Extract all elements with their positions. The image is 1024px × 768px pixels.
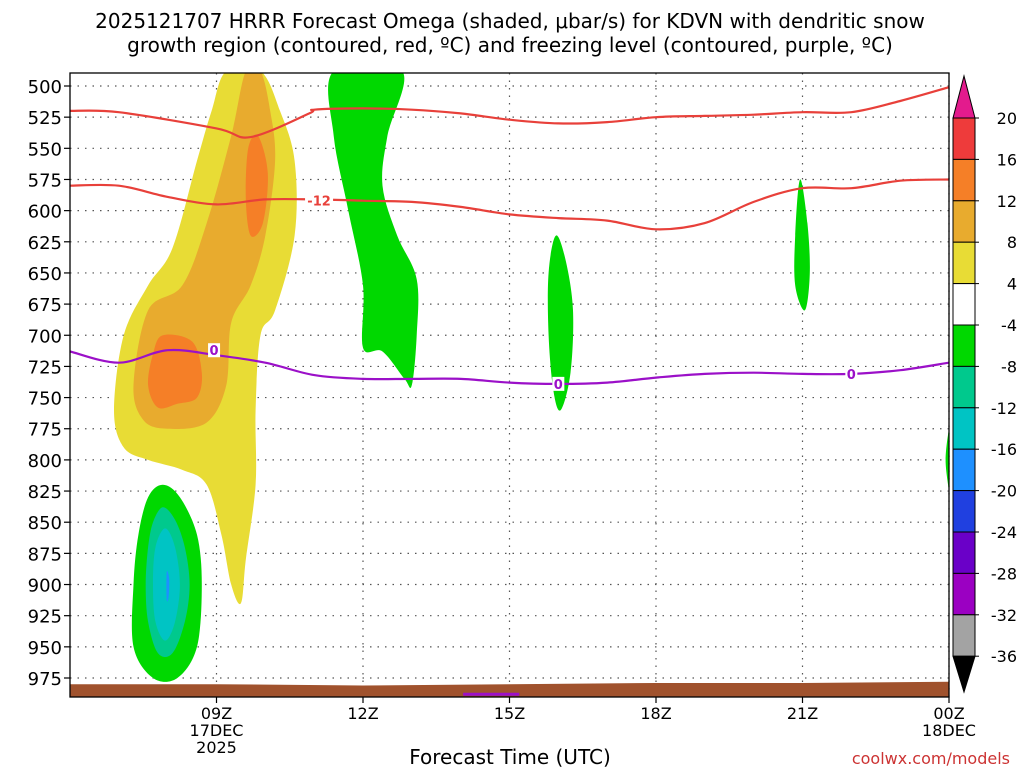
colorbar-label: 20 (997, 109, 1017, 128)
x-tick-label: 2025 (196, 738, 237, 757)
contour-label: -12 (307, 195, 331, 210)
y-tick-label: 575 (28, 170, 62, 191)
colorbar-segment (952, 283, 976, 326)
y-tick-label: 750 (28, 389, 62, 410)
y-axis-ticks: 500 525 550 575 600 625 650 675 700 725 750 775 800 8… (28, 77, 70, 690)
terrain (70, 681, 949, 697)
colorbar-segment (952, 531, 976, 574)
colorbar-segment (952, 572, 976, 616)
contour-label: 0 (847, 368, 856, 383)
y-tick-label: 775 (28, 420, 62, 441)
x-tick-label: 15Z (494, 704, 525, 723)
omega-region-ascent-orange-low-12-16 (147, 334, 203, 409)
colorbar-segment (952, 158, 976, 202)
colorbar-label: 4 (1007, 275, 1017, 294)
y-tick-label: 800 (28, 451, 62, 472)
colorbar-label: 8 (1007, 233, 1017, 252)
contour-label: 0 (210, 344, 219, 359)
colorbar-label: 12 (997, 192, 1017, 211)
terrain-surface (70, 681, 949, 697)
omega-region-ascent-orange-12-16 (245, 134, 268, 237)
colorbar-label: -36 (991, 647, 1017, 666)
colorbar-label: -4 (1001, 316, 1017, 335)
contour-label: 0 (554, 378, 563, 393)
y-tick-label: 550 (28, 139, 62, 160)
colorbar-segment (952, 614, 976, 657)
y-tick-label: 875 (28, 544, 62, 565)
contour-label-bg (208, 343, 221, 358)
colorbar-label: 16 (997, 150, 1017, 169)
contour-label-bg (305, 193, 334, 208)
y-tick-label: 525 (28, 108, 62, 129)
chart-title-line2: growth region (contoured, red, ºC) and f… (127, 33, 893, 57)
chart-title-line1: 2025121707 HRRR Forecast Omega (shaded, … (95, 9, 925, 33)
colorbar-segment (952, 407, 976, 450)
x-tick-label: 18Z (640, 704, 671, 723)
x-tick-label: 00Z (933, 704, 964, 723)
colorbar-segment (952, 241, 976, 285)
omega-region-descent-green-21z (794, 179, 810, 311)
colorbar-label: -32 (991, 606, 1017, 625)
y-tick-label: 825 (28, 482, 62, 503)
y-tick-label: 625 (28, 233, 62, 254)
x-tick-label: 17DEC (190, 721, 244, 740)
y-tick-label: 650 (28, 264, 62, 285)
colorbar: 20 16 12 8 4 -4 -8 -12 -16 -20 -24 -28 -32 -36 (952, 74, 1017, 694)
colorbar-segment (952, 117, 976, 160)
contour-labels: -12 0 0 0 (208, 193, 858, 393)
colorbar-segment (952, 448, 976, 492)
colorbar-bottom-arrow (952, 655, 976, 694)
colorbar-segment (952, 200, 976, 243)
x-tick-label: 09Z (201, 704, 232, 723)
colorbar-label: -28 (991, 564, 1017, 583)
y-tick-label: 900 (28, 576, 62, 597)
y-tick-label: 700 (28, 326, 62, 347)
y-tick-label: 675 (28, 295, 62, 316)
colorbar-label: -8 (1001, 357, 1017, 376)
colorbar-label: -12 (991, 399, 1017, 418)
colorbar-segment (952, 365, 976, 409)
x-tick-label: 18DEC (922, 721, 976, 740)
contour-label-bg (845, 366, 858, 381)
credit-text: coolwx.com/models (852, 749, 1010, 768)
y-tick-label: 975 (28, 669, 62, 690)
omega-region-descent-green-right-edge (945, 428, 949, 492)
y-tick-label: 850 (28, 513, 62, 534)
x-tick-label: 21Z (787, 704, 818, 723)
series-dgz-top-contour (70, 86, 949, 139)
y-tick-label: 950 (28, 638, 62, 659)
omega-shaded-regions (114, 73, 949, 682)
colorbar-label: -24 (991, 523, 1017, 542)
colorbar-label: -20 (991, 482, 1017, 501)
x-axis-label: Forecast Time (UTC) (409, 745, 611, 768)
colorbar-segment (952, 490, 976, 533)
contour-label-bg (552, 376, 565, 391)
y-tick-label: 925 (28, 607, 62, 628)
y-tick-label: 600 (28, 202, 62, 223)
y-tick-label: 725 (28, 357, 62, 378)
series-dgz-bottom-contour (70, 178, 949, 231)
colorbar-label: -16 (991, 440, 1017, 459)
x-tick-label: 12Z (347, 704, 378, 723)
colorbar-top-arrow (952, 74, 976, 119)
colorbar-segment (952, 324, 976, 367)
omega-region-descent-green-16z (547, 235, 574, 411)
omega-region-descent-green-12z (328, 73, 419, 388)
omega-region-descent-blue-core (166, 570, 170, 602)
y-tick-label: 500 (28, 77, 62, 98)
